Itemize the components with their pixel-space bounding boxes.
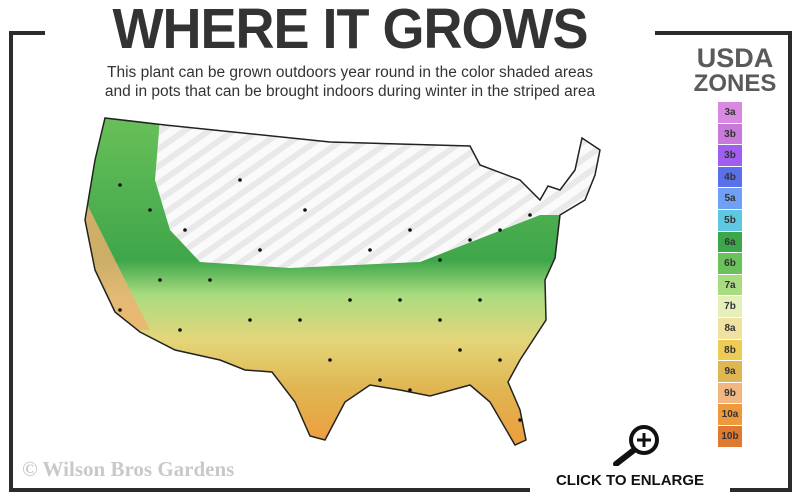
city-dot: [378, 378, 382, 382]
legend-zone-9a: 9a: [718, 361, 742, 383]
city-dot: [528, 213, 532, 217]
city-dot: [368, 248, 372, 252]
city-dot: [408, 388, 412, 392]
city-dot: [158, 278, 162, 282]
zone-legend: 3a 3b 3b 4b 5a 5b 6a 6b 7a 7b 8a 8b 9a 9b 10a 10b: [718, 102, 742, 448]
copyright-watermark: © Wilson Bros Gardens: [22, 457, 235, 481]
legend-zone-6a: 6a: [718, 231, 742, 254]
subtitle-line-2: and in pots that can be brought indoors …: [104, 83, 596, 100]
city-dot: [208, 278, 212, 282]
legend-title-line-2: ZONES: [693, 70, 777, 97]
city-dots: [118, 178, 532, 422]
legend-zone-6b: 6b: [718, 253, 742, 275]
city-dot: [438, 258, 442, 262]
city-dot: [458, 348, 462, 352]
city-dot: [498, 228, 502, 232]
legend-zone-3b: 3b: [718, 123, 742, 146]
legend-zone-9b: 9b: [718, 382, 742, 405]
city-dot: [328, 358, 332, 362]
legend-zone-8a: 8a: [718, 317, 742, 340]
legend-title: USDA ZONES: [680, 44, 790, 96]
city-dot: [238, 178, 242, 182]
city-dot: [348, 298, 352, 302]
legend-zone-3a: 3a: [718, 102, 742, 124]
frame-left: [9, 31, 13, 492]
legend-zone-4b: 4b: [718, 166, 742, 189]
frame-top-right: [655, 31, 792, 35]
frame-bottom: [9, 488, 792, 492]
frame-top-left: [9, 31, 45, 35]
city-dot: [118, 183, 122, 187]
city-dot: [148, 208, 152, 212]
city-dot: [408, 228, 412, 232]
city-dot: [118, 308, 122, 312]
legend-zone-3b: 3b: [718, 145, 742, 167]
us-zone-map[interactable]: [75, 105, 605, 450]
frame-right: [788, 31, 792, 492]
legend-zone-5a: 5a: [718, 188, 742, 210]
city-dot: [498, 358, 502, 362]
legend-zone-10b: 10b: [718, 425, 742, 448]
page-title: WHERE IT GROWS: [112, 0, 589, 61]
city-dot: [248, 318, 252, 322]
city-dot: [298, 318, 302, 322]
click-to-enlarge-button[interactable]: CLICK TO ENLARGE: [530, 466, 730, 496]
city-dot: [183, 228, 187, 232]
city-dot: [303, 208, 307, 212]
legend-zone-7a: 7a: [718, 274, 742, 297]
legend-zone-8b: 8b: [718, 339, 742, 362]
city-dot: [438, 318, 442, 322]
city-dot: [468, 238, 472, 242]
city-dot: [518, 418, 522, 422]
city-dot: [398, 298, 402, 302]
city-dot: [478, 298, 482, 302]
city-dot: [258, 248, 262, 252]
legend-zone-7b: 7b: [718, 296, 742, 318]
subtitle-line-1: This plant can be grown outdoors year ro…: [107, 64, 593, 81]
legend-zone-5b: 5b: [718, 209, 742, 232]
city-dot: [178, 328, 182, 332]
legend-zone-10a: 10a: [718, 404, 742, 426]
magnifier-plus-icon[interactable]: [610, 422, 666, 468]
legend-title-line-1: USDA: [696, 43, 774, 73]
